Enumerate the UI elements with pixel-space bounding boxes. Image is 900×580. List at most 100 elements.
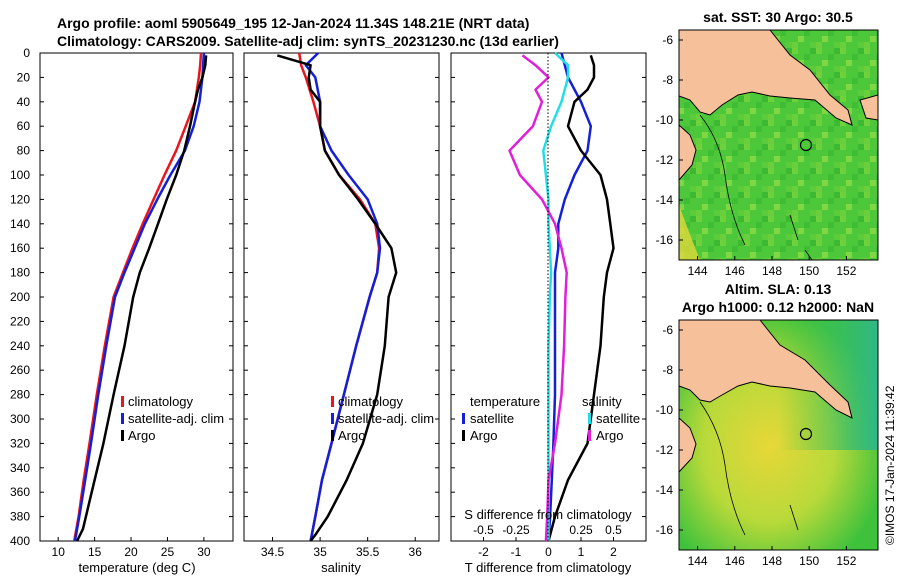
depth-tick-label: 120 [10,192,30,206]
map-lon-tick-label: 146 [725,264,745,278]
legend-label-satellite: satellite-adj. clim [128,411,224,426]
depth-tick-label: 300 [10,412,30,426]
depth-tick-label: 180 [10,266,30,280]
legend-swatch-s-argo [588,430,591,441]
figure-title-line1: Argo profile: aoml 5905649_195 12-Jan-20… [57,15,529,31]
legend-swatch-satellite [331,413,334,424]
legend-label-argo: Argo [128,428,155,443]
x-tick-label: 36 [409,545,423,559]
sla-map-title-line1: Altim. SLA: 0.13 [725,281,832,297]
map-lon-tick-label: 144 [688,264,708,278]
depth-tick-label: 340 [10,461,30,475]
map-lat-tick-label: -6 [662,33,673,47]
land-australia [679,417,697,473]
legend-label-climatology: climatology [128,394,194,409]
depth-axis: 0 20 40 60 80 100 120 140 160 180 200 220 240 260 280 3… [10,46,30,548]
series-line-argo [75,55,208,542]
map-lat-tick-label: -16 [656,233,674,247]
map-lat-tick-label: -6 [662,323,673,337]
s-diff-tick-label: 0.25 [569,523,593,537]
legend-label-t-argo: Argo [470,428,497,443]
legend-swatch-argo [331,430,334,441]
depth-tick-label: 360 [10,485,30,499]
copyright-stamp: ©IMOS 17-Jan-2024 11:39:42 [883,385,897,545]
s-diff-tick-label: -0.5 [473,523,494,537]
sst-map [679,30,878,260]
s-diff-tick-label: -0.25 [502,523,530,537]
salinity-xlabel: salinity [321,560,361,575]
depth-tick-label: 320 [10,436,30,450]
depth-tick-label: 200 [10,290,30,304]
x-tick-label: 2 [610,545,617,559]
temperature-axes-frame [39,52,234,542]
x-tick-label: 1 [578,545,585,559]
map-lat-tick-label: -16 [656,523,674,537]
difference-plot: -2 -1 0 1 2 -0.5 -0.25 0.25 0.5 [451,52,646,559]
salinity-axes-frame [243,52,440,542]
argo-location-marker-sla [799,427,813,441]
salinity-plot: 34.5 35 35.5 36 [244,52,439,559]
x-tick-label: 10 [52,545,66,559]
map-lat-tick-label: -8 [662,363,673,377]
legend-title-salinity: salinity [582,394,622,409]
depth-tick-label: 60 [17,119,31,133]
legend-label-s-satellite: satellite [596,411,640,426]
depth-tick-label: 80 [17,144,31,158]
legend-swatch-argo [121,430,124,441]
depth-tick-label: 380 [10,510,30,524]
depth-tick-label: 280 [10,388,30,402]
legend-swatch-climatology [121,396,124,407]
sla-map [679,320,878,550]
map-lat-tick-label: -10 [656,403,674,417]
depth-tick-label: 240 [10,339,30,353]
sla-bathymetry-contour [699,401,799,536]
temperature-xlabel: temperature (deg C) [78,560,195,575]
legend-swatch-t-satellite [462,413,465,424]
series-line-climatology [297,52,381,542]
map-lat-tick-label: -12 [656,153,674,167]
difference-top-xlabel: S difference from climatology [464,507,632,522]
series-line-t-satellite [547,52,593,542]
depth-tick-label: 160 [10,241,30,255]
x-tick-label: 35 [313,545,327,559]
legend-swatch-climatology [331,396,334,407]
sst-map-title: sat. SST: 30 Argo: 30.5 [703,9,853,25]
legend-label-s-argo: Argo [596,428,623,443]
map-lon-tick-label: 150 [799,264,819,278]
land-new-guinea [679,320,853,419]
series-line-satellite-adj-clim [73,52,206,542]
x-tick-label: 15 [88,545,102,559]
sst-map-frame [678,29,879,261]
x-tick-label: 35.5 [356,545,380,559]
land-australia [679,124,697,181]
legend-swatch-t-argo [462,430,465,441]
map-lat-tick-label: -12 [656,443,674,457]
temperature-plot: 10 15 20 25 30 [40,52,233,559]
series-line-t-argo [547,55,615,542]
map-lat-tick-label: -8 [662,73,673,87]
sst-warm-patch [679,205,700,260]
x-tick-label: 34.5 [261,545,285,559]
map-lon-tick-label: 144 [688,554,708,568]
depth-tick-label: 0 [23,46,30,60]
map-lon-tick-label: 148 [762,554,782,568]
map-lon-tick-label: 150 [799,554,819,568]
difference-legend: temperature satellite Argo salinity sate… [462,394,640,443]
map-lon-tick-label: 152 [836,264,856,278]
series-line-satellite-adj-clim [304,52,382,542]
depth-tick-label: 20 [17,70,31,84]
legend-label-argo: Argo [338,428,365,443]
x-tick-label: 30 [197,545,211,559]
depth-tick-label: 40 [17,95,31,109]
legend-swatch-satellite [121,413,124,424]
map-lat-tick-label: -14 [656,483,674,497]
depth-tick-label: 260 [10,363,30,377]
figure-title-line2: Climatology: CARS2009. Satellite-adj cli… [57,33,559,49]
depth-tick-label: 220 [10,314,30,328]
map-lon-tick-label: 146 [725,554,745,568]
legend-label-t-satellite: satellite [470,411,514,426]
x-tick-label: 20 [124,545,138,559]
legend-title-temperature: temperature [470,394,540,409]
map-lat-tick-label: -10 [656,113,674,127]
map-axes-ticks: 144 146 148 150 152 -6 -8 -10 -12 -14 -16 144 146 148… [656,33,857,568]
